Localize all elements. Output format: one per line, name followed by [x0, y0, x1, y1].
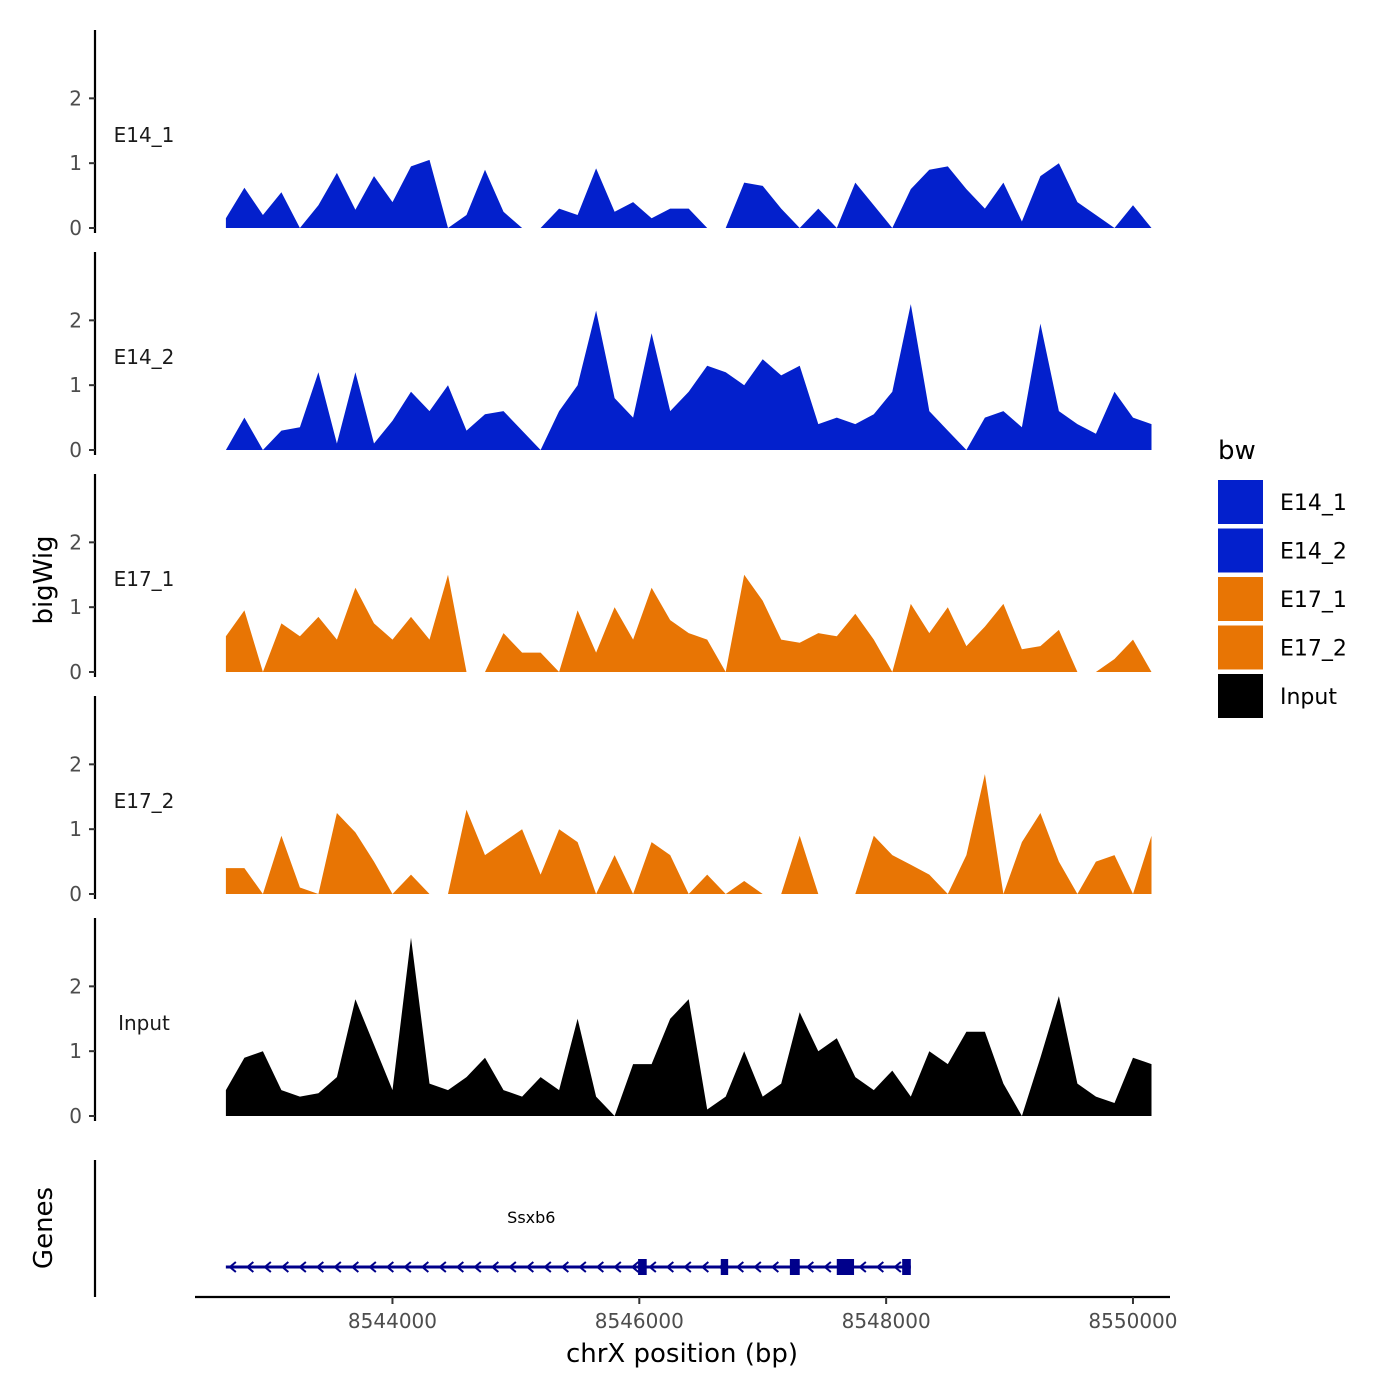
strand-arrow: [403, 1261, 412, 1273]
strand-arrow: [385, 1261, 394, 1273]
coverage-tracks: 0 1 2 E14_1 0 1 2 E14_2 0 1 2 E17_1 0 1 2 E17_2 0 1 2 Input: [69, 30, 1152, 1128]
y-tick-label: 1: [69, 151, 82, 175]
legend-label: E17_2: [1280, 637, 1347, 662]
legend-swatch-Input: [1218, 674, 1263, 718]
strand-arrow: [280, 1261, 289, 1273]
strand-arrow: [368, 1261, 377, 1273]
strand-arrow: [525, 1261, 534, 1273]
strand-arrow: [333, 1261, 342, 1273]
strand-arrow: [490, 1261, 499, 1273]
legend-label: Input: [1280, 685, 1337, 710]
genes-axis-title: Genes: [29, 1187, 59, 1269]
genes-panel: Ssxb6: [93, 1160, 911, 1297]
track-label: Input: [118, 1011, 170, 1035]
exon: [789, 1259, 800, 1275]
y-axis-title: bigWig: [29, 535, 59, 624]
strand-arrow: [823, 1261, 832, 1273]
track-E14_1: 0 1 2 E14_1: [69, 30, 1152, 240]
coverage-area-E17_2: [225, 774, 1152, 894]
strand-arrow: [263, 1261, 272, 1273]
x-tick-label: 8548000: [842, 1309, 931, 1333]
track-E17_1: 0 1 2 E17_1: [69, 474, 1152, 684]
strand-arrow: [665, 1261, 674, 1273]
track-label: E17_1: [114, 567, 175, 591]
strand-arrow: [630, 1261, 639, 1273]
legend-label: E14_1: [1280, 491, 1347, 516]
coverage-area-E14_1: [225, 159, 1152, 228]
y-tick-label: 1: [69, 595, 82, 619]
legend-swatch-E14_1: [1218, 480, 1263, 524]
strand-arrow: [245, 1261, 254, 1273]
strand-arrow: [455, 1261, 464, 1273]
y-tick-label: 1: [69, 1039, 82, 1063]
y-tick-label: 0: [69, 216, 82, 240]
y-tick-label: 2: [69, 974, 82, 998]
strand-arrow: [560, 1261, 569, 1273]
legend-swatch-E17_1: [1218, 577, 1263, 621]
strand-arrow: [508, 1261, 517, 1273]
strand-arrow: [578, 1261, 587, 1273]
strand-arrow: [858, 1261, 867, 1273]
strand-arrow: [648, 1261, 657, 1273]
strand-arrow: [350, 1261, 359, 1273]
strand-arrow: [700, 1261, 709, 1273]
coverage-area-Input: [225, 937, 1152, 1116]
x-axis-title: chrX position (bp): [566, 1339, 798, 1369]
strand-arrow: [753, 1261, 762, 1273]
strand-arrow: [805, 1261, 814, 1273]
y-tick-label: 2: [69, 752, 82, 776]
y-tick-label: 1: [69, 373, 82, 397]
strand-arrow: [595, 1261, 604, 1273]
coverage-area-E17_1: [225, 574, 1152, 672]
exon: [902, 1259, 911, 1275]
y-tick-label: 2: [69, 86, 82, 110]
strand-arrow: [683, 1261, 692, 1273]
strand-arrow: [735, 1261, 744, 1273]
track-label: E14_1: [114, 123, 175, 147]
track-label: E17_2: [114, 789, 175, 813]
exon: [720, 1259, 729, 1275]
legend-label: E14_2: [1280, 540, 1347, 565]
exon: [638, 1259, 647, 1275]
x-axis: 8544000 8546000 8548000 8550000: [195, 1295, 1178, 1333]
track-Input: 0 1 2 Input: [69, 918, 1152, 1128]
track-E17_2: 0 1 2 E17_2: [69, 696, 1152, 906]
strand-arrow: [613, 1261, 622, 1273]
x-tick-label: 8550000: [1088, 1309, 1177, 1333]
exon: [836, 1259, 855, 1275]
legend-swatch-E17_2: [1218, 625, 1263, 670]
x-tick-label: 8544000: [348, 1309, 437, 1333]
x-tick-label: 8546000: [595, 1309, 684, 1333]
gene-Ssxb6: Ssxb6: [225, 1208, 911, 1275]
y-tick-label: 0: [69, 660, 82, 684]
strand-arrow: [543, 1261, 552, 1273]
y-tick-label: 0: [69, 438, 82, 462]
strand-arrow: [228, 1261, 237, 1273]
legend-swatch-E14_2: [1218, 528, 1263, 573]
legend: bw E14_1 E14_2 E17_1 E17_2 Input: [1218, 436, 1347, 718]
y-tick-label: 0: [69, 882, 82, 906]
y-tick-label: 0: [69, 1104, 82, 1128]
strand-arrow: [893, 1261, 902, 1273]
strand-arrow: [315, 1261, 324, 1273]
y-tick-label: 1: [69, 817, 82, 841]
strand-arrow: [438, 1261, 447, 1273]
strand-arrow: [875, 1261, 884, 1273]
strand-arrow: [473, 1261, 482, 1273]
y-tick-label: 2: [69, 530, 82, 554]
strand-arrow: [298, 1261, 307, 1273]
gene-name-label: Ssxb6: [507, 1208, 555, 1227]
strand-arrow: [770, 1261, 779, 1273]
legend-label: E17_1: [1280, 588, 1347, 613]
strand-arrow: [420, 1261, 429, 1273]
track-label: E14_2: [114, 345, 175, 369]
track-E14_2: 0 1 2 E14_2: [69, 252, 1152, 462]
coverage-area-E14_2: [225, 304, 1152, 450]
legend-title: bw: [1218, 436, 1256, 466]
y-tick-label: 2: [69, 308, 82, 332]
